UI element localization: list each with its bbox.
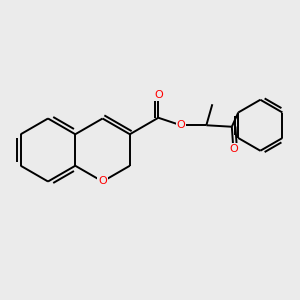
Text: O: O: [98, 176, 107, 187]
Text: O: O: [229, 144, 238, 154]
Text: O: O: [176, 120, 185, 130]
Text: O: O: [154, 90, 163, 100]
